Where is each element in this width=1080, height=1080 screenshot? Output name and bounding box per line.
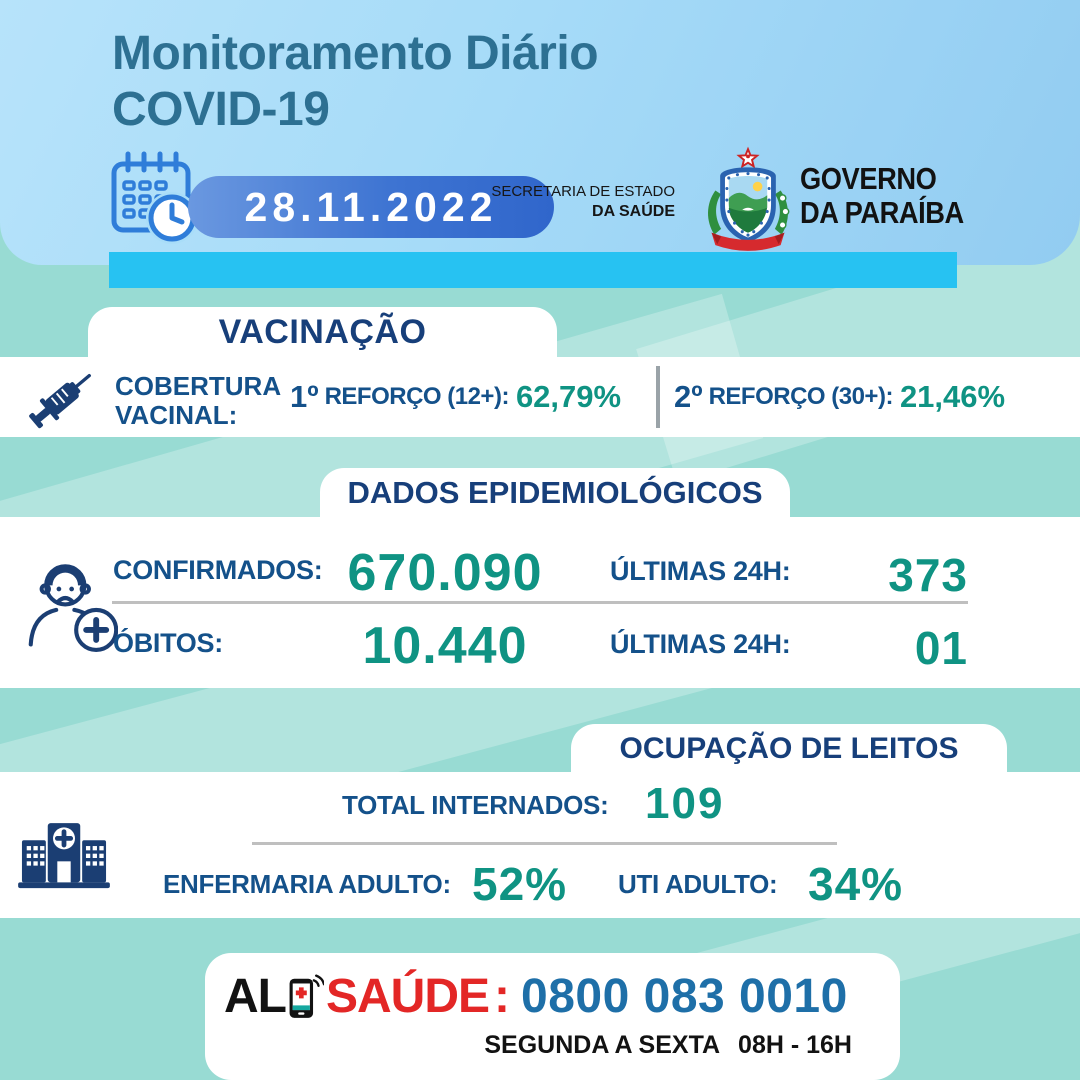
phone-medical-icon bbox=[288, 967, 326, 1025]
reforco1-label: REFORÇO (12+): bbox=[324, 383, 510, 410]
page-title-line-2: COVID-19 bbox=[112, 83, 330, 137]
syringe-icon bbox=[20, 360, 106, 436]
schedule-hours: 08H - 16H bbox=[738, 1031, 852, 1059]
vacinacao-title-text: VACINAÇÃO bbox=[218, 313, 427, 351]
confirmados-label: CONFIRMADOS: bbox=[113, 555, 323, 585]
dados-title-text: DADOS EPIDEMIOLÓGICOS bbox=[347, 475, 763, 510]
page-title: Monitoramento Diário COVID-19 bbox=[112, 26, 599, 138]
reforco1-ordinal: 1º bbox=[290, 379, 319, 414]
dados-section-title: DADOS EPIDEMIOLÓGICOS bbox=[320, 468, 790, 518]
governo-line-2: DA PARAÍBA bbox=[800, 195, 964, 231]
leitos-title-text: OCUPAÇÃO DE LEITOS bbox=[619, 731, 959, 765]
governo-wordmark: GOVERNO DA PARAÍBA bbox=[800, 161, 964, 231]
confirmados-value: 670.090 bbox=[347, 544, 543, 602]
footer-card: AL SAÚDE : 0800 083 0010 SEGUNDA A SEXTA… bbox=[205, 953, 900, 1080]
enfermaria-label: ENFERMARIA ADULTO: bbox=[163, 869, 451, 899]
leitos-section-title: OCUPAÇÃO DE LEITOS bbox=[571, 724, 1007, 773]
uti-label: UTI ADULTO: bbox=[618, 869, 778, 899]
enfermaria-value: 52% bbox=[472, 858, 568, 910]
schedule-days: SEGUNDA A SEXTA bbox=[484, 1031, 721, 1059]
internados-value: 109 bbox=[645, 779, 725, 828]
vertical-divider bbox=[656, 366, 660, 428]
date-badge: 28.11.2022 bbox=[188, 176, 554, 238]
calendar-clock-icon bbox=[106, 146, 206, 250]
vacinacao-section-title: VACINAÇÃO bbox=[88, 307, 557, 358]
cobertura-vacinal-label: COBERTURA VACINAL: bbox=[115, 372, 281, 429]
schedule: SEGUNDA A SEXTA 08H - 16H bbox=[484, 1031, 852, 1060]
colon: : bbox=[494, 969, 510, 1023]
confirmados-24h-value: 373 bbox=[888, 549, 968, 601]
phone-number: 0800 083 0010 bbox=[521, 969, 848, 1023]
governo-line-1: GOVERNO bbox=[800, 161, 937, 196]
obitos-value: 10.440 bbox=[362, 617, 528, 675]
reforco2-label: REFORÇO (30+): bbox=[708, 383, 894, 410]
reforco1-stat: 1º REFORÇO (12+): 62,79% bbox=[290, 357, 621, 437]
cobertura-line-2: VACINAL: bbox=[115, 399, 238, 430]
uti-value: 34% bbox=[808, 858, 904, 910]
secretaria-line-1: SECRETARIA DE ESTADO bbox=[491, 183, 675, 200]
obitos-24h-value: 01 bbox=[914, 622, 968, 674]
obitos-24h-label: ÚLTIMAS 24H: bbox=[610, 629, 791, 659]
secretaria-line-2: DA SAÚDE bbox=[592, 203, 675, 220]
hospital-icon bbox=[16, 804, 112, 890]
reforco2-ordinal: 2º bbox=[674, 379, 703, 414]
reforco1-value: 62,79% bbox=[515, 379, 622, 414]
secretaria-block: SECRETARIA DE ESTADO DA SAÚDE bbox=[440, 183, 675, 221]
cobertura-line-1: COBERTURA bbox=[115, 371, 282, 401]
row-divider bbox=[252, 842, 837, 845]
cyan-accent-strip bbox=[109, 252, 957, 288]
saude-word: SAÚDE bbox=[325, 969, 490, 1023]
reforco2-value: 21,46% bbox=[899, 379, 1006, 414]
confirmados-24h-label: ÚLTIMAS 24H: bbox=[610, 556, 791, 586]
reforco2-stat: 2º REFORÇO (30+): 21,46% bbox=[674, 357, 1005, 437]
alo-saude-hotline: AL SAÚDE : 0800 083 0010 bbox=[224, 967, 848, 1025]
alo-prefix: AL bbox=[224, 969, 287, 1023]
date-text: 28.11.2022 bbox=[244, 183, 498, 230]
row-divider bbox=[112, 601, 968, 604]
vacinacao-band bbox=[0, 357, 1080, 437]
internados-label: TOTAL INTERNADOS: bbox=[342, 790, 609, 820]
header-card: Monitoramento Diário COVID-19 bbox=[0, 0, 1080, 265]
leitos-band bbox=[0, 772, 1080, 918]
obitos-label: ÓBITOS: bbox=[113, 628, 223, 658]
sick-person-icon bbox=[18, 548, 119, 660]
paraiba-coat-of-arms-icon bbox=[700, 146, 796, 256]
page-title-line-1: Monitoramento Diário bbox=[112, 27, 599, 80]
